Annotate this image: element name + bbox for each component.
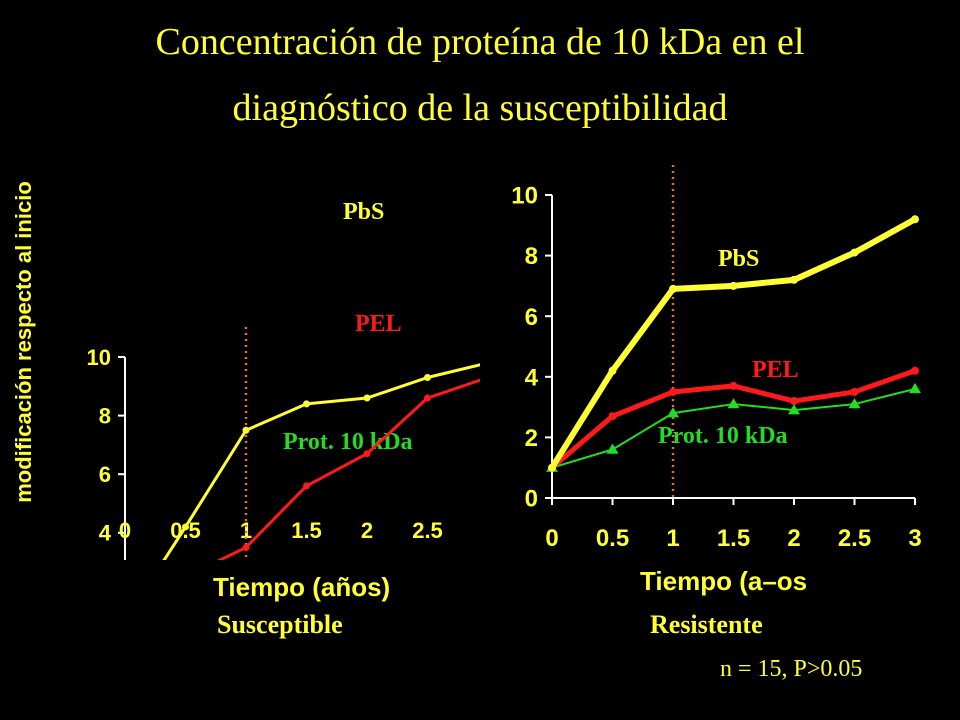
footnote: n = 15, P>0.05 — [720, 656, 863, 682]
data-point-prot10kda — [788, 404, 800, 415]
series-label-prot10kda: Prot. 10 kDa — [658, 423, 788, 449]
series-label-prot10kda: Prot. 10 kDa — [283, 429, 413, 455]
x-tick-label: 0.5 — [170, 518, 201, 543]
data-point-pel — [608, 412, 617, 421]
x-tick-label: 0 — [119, 518, 131, 543]
x-tick-label: 0.5 — [596, 525, 629, 552]
data-point-pel — [363, 450, 371, 458]
data-point-pel — [729, 381, 738, 390]
x-tick-label: 1.5 — [717, 525, 750, 552]
data-point-pbs — [548, 463, 556, 472]
x-tick-label: 2.5 — [412, 518, 443, 543]
y-tick-label: 4 — [99, 521, 112, 546]
y-tick-label: 10 — [87, 345, 111, 370]
slide-title-line-1: Concentración de proteína de 10 kDa en e… — [155, 21, 805, 63]
data-point-prot10kda — [606, 443, 619, 454]
y-tick-label: 6 — [525, 304, 538, 331]
data-point-pbs — [608, 366, 617, 375]
x-tick-label: 2 — [787, 525, 800, 552]
data-point-pbs — [242, 426, 250, 434]
data-point-pbs — [303, 400, 310, 408]
series-label-pbs: PbS — [343, 199, 384, 225]
data-point-pel — [242, 543, 250, 551]
data-point-pbs — [363, 394, 371, 402]
x-tick-label: 1 — [666, 525, 679, 552]
y-tick-label: 4 — [525, 364, 539, 391]
x-tick-label: 3 — [908, 525, 921, 552]
x-tick-label: 2 — [361, 518, 373, 543]
data-point-pbs — [182, 523, 189, 531]
caption-susceptible: Susceptible — [217, 610, 343, 639]
x-axis-label-susceptible: Tiempo (años) — [213, 572, 391, 602]
y-tick-label: 10 — [511, 183, 538, 210]
data-point-pbs — [669, 284, 677, 293]
x-tick-label: 1 — [240, 518, 252, 543]
data-point-pel — [669, 387, 677, 396]
data-point-pel — [850, 387, 859, 396]
x-tick-label: 0 — [545, 525, 558, 552]
data-point-pel — [424, 394, 431, 402]
series-label-pel: PEL — [355, 311, 402, 337]
data-point-prot10kda — [727, 398, 740, 409]
data-point-pel — [303, 482, 310, 490]
y-tick-label: 8 — [99, 404, 111, 429]
data-point-pel — [911, 366, 919, 375]
y-tick-label: 0 — [525, 486, 538, 513]
data-point-pbs — [790, 275, 798, 284]
data-point-pel — [790, 397, 798, 406]
y-tick-label: 6 — [99, 462, 111, 487]
data-point-prot10kda — [848, 398, 861, 409]
x-axis-label-resistente: Tiempo (a–os — [640, 566, 808, 596]
x-tick-label: 1.5 — [291, 518, 322, 543]
y-tick-label: 8 — [525, 243, 538, 270]
series-label-pel: PEL — [752, 357, 799, 383]
data-point-prot10kda — [667, 407, 679, 418]
data-point-pbs — [911, 215, 919, 224]
series-label-pbs: PbS — [718, 246, 759, 272]
data-point-pbs — [424, 374, 431, 382]
slide-title-line-2: diagnóstico de la susceptibilidad — [232, 87, 728, 129]
data-point-prot10kda — [909, 382, 921, 394]
caption-resistente: Resistente — [650, 610, 763, 639]
data-point-pbs — [729, 281, 738, 290]
y-tick-label: 2 — [525, 425, 538, 452]
x-tick-label: 2.5 — [838, 525, 871, 552]
data-point-pbs — [850, 248, 859, 257]
chart-resistente: 0 2 4 6 8 10 0 0.5 1 1.5 2 2.5 3 Prot. 10 kDa PEL PbS — [511, 165, 922, 552]
